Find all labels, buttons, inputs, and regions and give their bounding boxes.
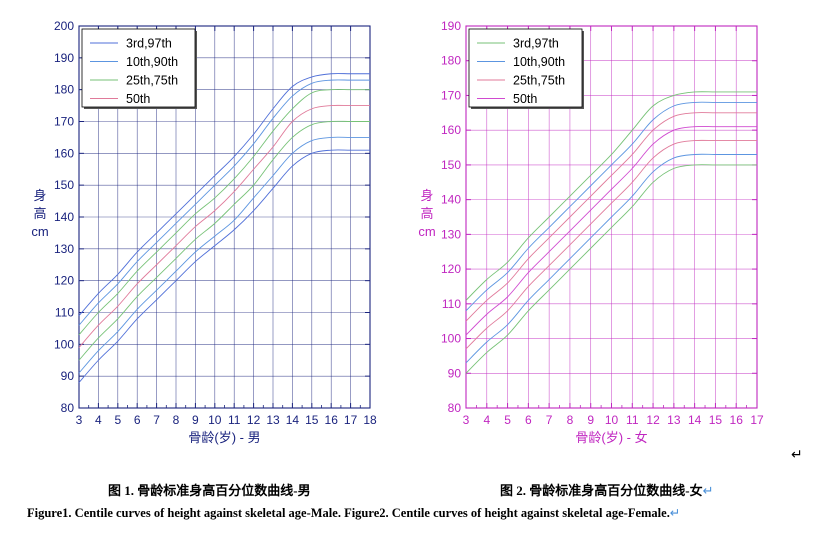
female-legend-label: 25th,75th: [513, 74, 565, 88]
female-x-tick-label: 15: [709, 413, 723, 427]
male-y-tick-label: 100: [54, 337, 74, 351]
male-x-tick-label: 8: [173, 413, 180, 427]
female-centile-curve-4: [465, 126, 757, 336]
male-centile-curve-2: [78, 136, 370, 374]
male-y-tick-label: 80: [61, 401, 75, 415]
male-centile-curve-6: [78, 79, 370, 326]
female-y-tick-label: 110: [442, 297, 461, 311]
female-x-tick-label: 8: [567, 413, 574, 427]
figure-1-caption-text: 图 1. 骨龄标准身高百分位数曲线-男: [108, 483, 311, 498]
female-x-tick-label: 11: [626, 413, 639, 427]
female-y-tick-label: 140: [441, 193, 461, 207]
figure-1-caption: 图 1. 骨龄标准身高百分位数曲线-男: [108, 480, 311, 499]
female-y-tick-label: 130: [441, 227, 461, 241]
female-height-chart: 3 4 5 6 7 8 9 10 11 12 13 14 15 16 17 80 90 100 110 120 130 1…: [418, 19, 764, 445]
male-x-tick-label: 9: [192, 413, 199, 427]
female-x-tick-label: 3: [463, 413, 470, 427]
male-height-chart: 3 4 5 6 7 8 9 10 11 12 13 14 15 16 17 18 80 90 100 110 120 13…: [31, 19, 377, 445]
female-y-tick-label: 100: [441, 332, 461, 346]
female-x-tick-label: 5: [504, 413, 511, 427]
female-x-tick-label: 16: [730, 413, 744, 427]
female-plot-frame: [465, 25, 758, 409]
male-x-tick-label: 5: [114, 413, 121, 427]
female-y-axis-label: 身高 cm: [418, 188, 435, 239]
female-y-tick-label: 180: [441, 54, 461, 68]
male-centile-curve-4: [78, 104, 370, 348]
female-centile-curve-5: [465, 112, 757, 322]
female-y-tick-label: 170: [441, 88, 461, 102]
female-legend-label: 10th,90th: [513, 55, 565, 69]
female-x-tick-label: 9: [587, 413, 594, 427]
female-x-tick-label: 14: [688, 413, 702, 427]
male-x-tick-label: 10: [208, 413, 222, 427]
male-y-tick-label: 190: [54, 51, 74, 65]
male-x-tick-label: 18: [363, 413, 377, 427]
male-x-tick-label: 13: [266, 413, 280, 427]
male-y-tick-label: 200: [54, 19, 74, 33]
male-y-tick-label: 110: [55, 306, 74, 320]
male-x-tick-label: 14: [286, 413, 300, 427]
female-y-tick-label: 80: [448, 401, 462, 415]
male-x-tick-label: 4: [95, 413, 102, 427]
female-x-tick-label: 13: [667, 413, 681, 427]
female-x-tick-label: 12: [646, 413, 660, 427]
figure-2-caption: 图 2. 骨龄标准身高百分位数曲线-女↵: [500, 480, 714, 499]
female-x-tick-label: 7: [546, 413, 553, 427]
return-mark: ↵: [702, 484, 714, 499]
male-legend: 3rd,97th 10th,90th 25th,75th 50th: [81, 28, 197, 109]
female-centile-curve-7: [465, 91, 757, 301]
male-x-tick-label: 15: [305, 413, 319, 427]
return-mark: ↵: [791, 446, 803, 462]
female-centile-curve-1: [465, 164, 757, 374]
male-legend-label: 25th,75th: [126, 74, 178, 88]
male-x-axis-label: 骨龄(岁) - 男: [188, 430, 260, 445]
male-y-tick-label: 180: [54, 83, 74, 97]
male-plot-frame: [78, 25, 371, 409]
male-legend-label: 3rd,97th: [126, 37, 172, 51]
male-y-tick-label: 140: [54, 210, 74, 224]
female-legend-label: 3rd,97th: [513, 37, 559, 51]
male-x-tick-label: 7: [153, 413, 160, 427]
female-y-tick-label: 150: [441, 158, 461, 172]
male-centile-curve-3: [78, 120, 370, 361]
male-x-tick-label: 17: [344, 413, 358, 427]
female-y-tick-label: 190: [441, 19, 461, 33]
female-x-tick-label: 10: [605, 413, 619, 427]
male-legend-box: [81, 28, 196, 108]
male-x-tick-label: 3: [76, 413, 83, 427]
female-centile-curve-2: [465, 153, 757, 364]
figure-2-caption-text: 图 2. 骨龄标准身高百分位数曲线-女: [500, 483, 703, 498]
male-legend-label: 10th,90th: [126, 55, 178, 69]
female-centile-curve-6: [465, 101, 757, 312]
female-legend-label: 50th: [513, 92, 537, 106]
male-x-tick-label: 12: [247, 413, 261, 427]
male-y-tick-label: 90: [61, 369, 75, 383]
male-y-tick-label: 150: [54, 178, 74, 192]
female-y-tick-label: 90: [448, 366, 462, 380]
female-y-tick-label: 120: [441, 262, 461, 276]
male-x-tick-label: 6: [134, 413, 141, 427]
male-centile-curve-7: [78, 73, 370, 316]
male-y-tick-label: 120: [54, 274, 74, 288]
female-x-axis-label: 骨龄(岁) - 女: [575, 430, 647, 445]
female-x-tick-label: 17: [750, 413, 764, 427]
male-y-tick-label: 160: [54, 146, 74, 160]
male-y-tick-label: 130: [54, 242, 74, 256]
male-x-tick-label: 16: [325, 413, 339, 427]
female-x-tick-label: 6: [525, 413, 532, 427]
male-centile-curve-5: [78, 88, 370, 336]
female-y-tick-label: 160: [441, 123, 461, 137]
english-caption-text: Figure1. Centile curves of height agains…: [27, 506, 670, 520]
female-centile-curve-3: [465, 139, 757, 350]
male-y-tick-label: 170: [54, 115, 74, 129]
male-centile-curve-1: [78, 149, 370, 383]
male-legend-label: 50th: [126, 92, 150, 106]
female-legend-box: [468, 28, 583, 108]
male-x-tick-label: 11: [228, 413, 241, 427]
female-legend: 3rd,97th 10th,90th 25th,75th 50th: [468, 28, 584, 109]
female-x-tick-label: 4: [483, 413, 490, 427]
english-caption: Figure1. Centile curves of height agains…: [27, 505, 680, 521]
return-mark: ↵: [669, 505, 681, 520]
male-y-axis-label: 身高 cm: [31, 188, 48, 239]
